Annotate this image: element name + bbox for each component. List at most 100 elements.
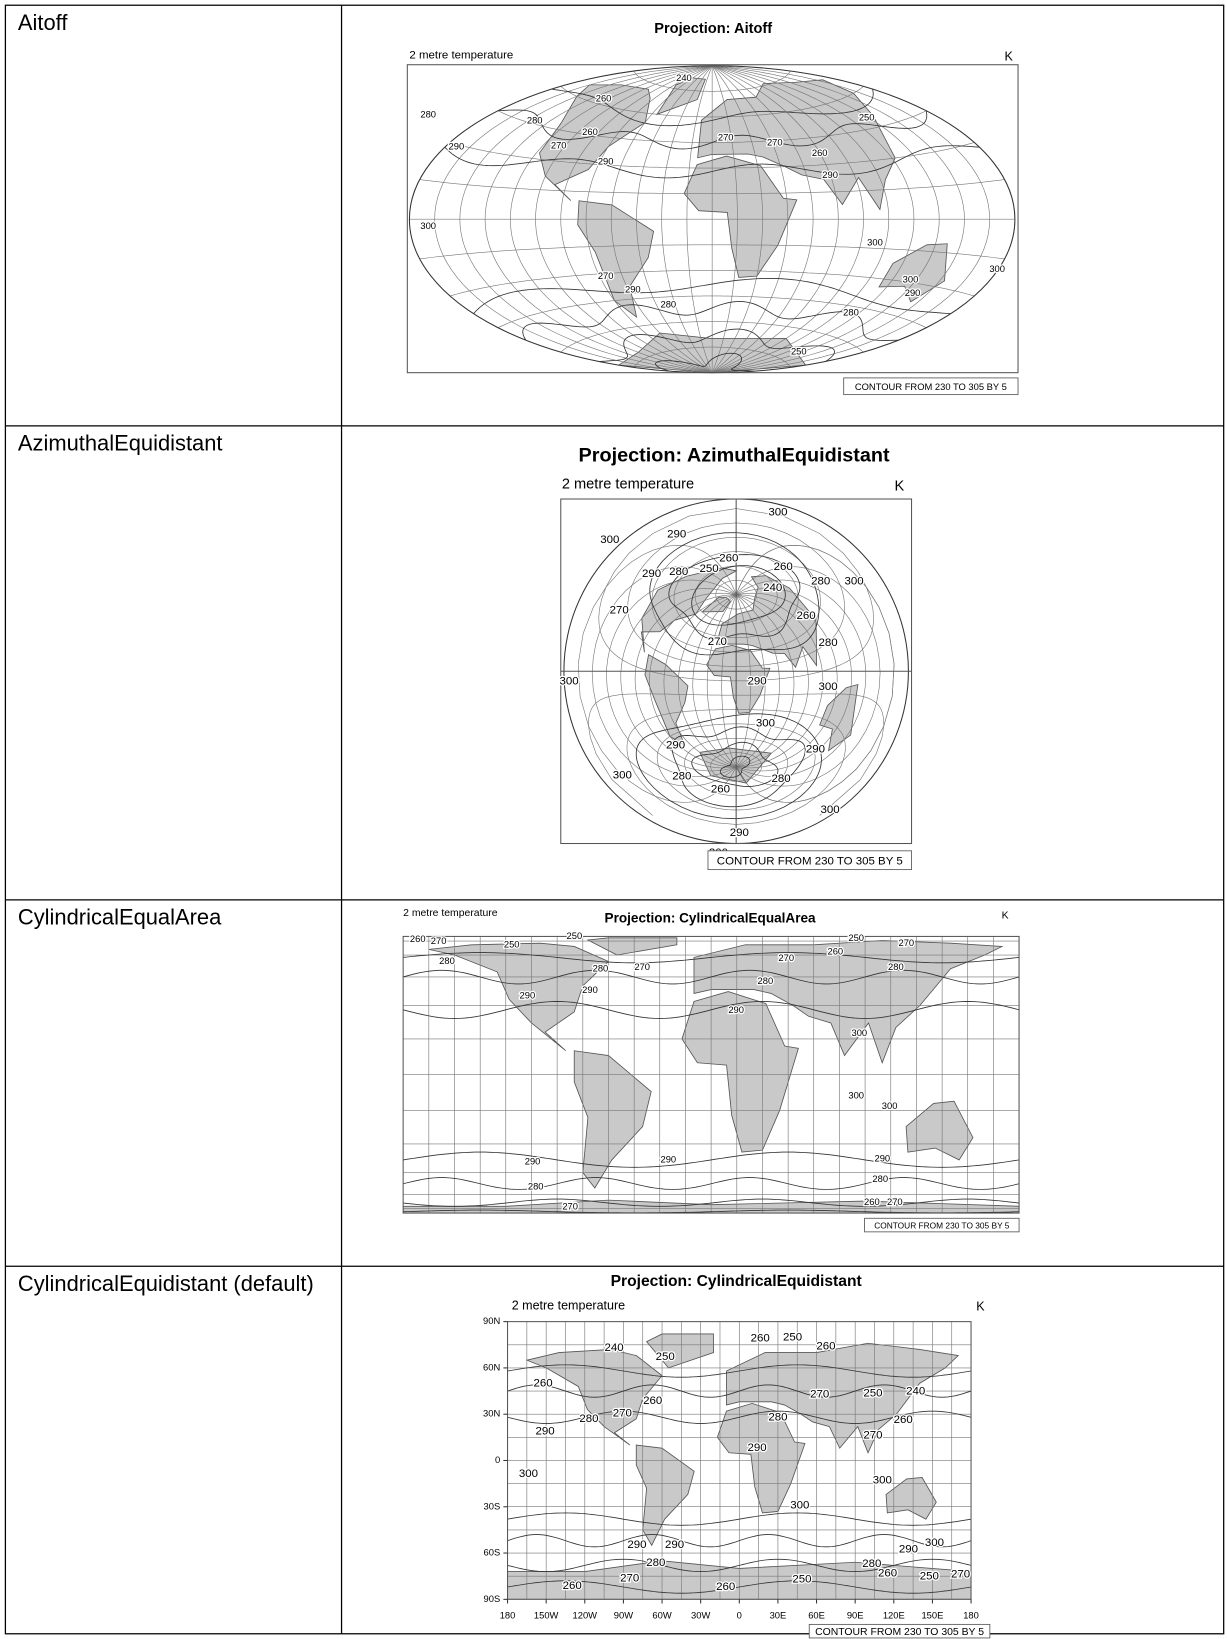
y-tick-label: 60S [484, 1547, 501, 1558]
contour-label: 290 [667, 529, 686, 541]
contour-label: 300 [925, 1537, 944, 1549]
contour-label: 300 [600, 534, 619, 546]
contour-line [691, 565, 786, 626]
parallel [715, 580, 757, 610]
map-frame [406, 64, 1019, 374]
contour-line [598, 328, 835, 362]
map-title: Projection: AzimuthalEquidistant [579, 444, 890, 466]
x-tick-label: 120E [883, 1610, 905, 1621]
contour-label: 280 [527, 115, 543, 126]
x-tick-label: 0 [737, 1610, 742, 1621]
contour-label: 270 [431, 935, 447, 946]
y-tick-label: 60N [483, 1361, 500, 1372]
contour-label: 250 [656, 1351, 675, 1363]
contour-label: 300 [560, 676, 579, 688]
contour-line [507, 1364, 972, 1378]
contour-line [473, 278, 951, 315]
contour-label: 290 [625, 284, 641, 295]
contour-label: 280 [888, 961, 904, 972]
land [693, 940, 1004, 1064]
map-subtitle: 2 metre temperature [403, 908, 498, 919]
parallel [633, 346, 791, 368]
contour-label: 280 [771, 773, 790, 785]
contour-label: 260 [563, 1580, 582, 1592]
contour-label: 280 [420, 108, 436, 119]
contour-label: 290 [536, 1425, 555, 1437]
contour-label: 300 [903, 273, 919, 284]
contour-label: 300 [882, 1100, 898, 1111]
land [726, 1342, 960, 1454]
contour-label: 250 [783, 1331, 802, 1343]
table-border [4, 4, 1225, 1635]
contour-line [403, 952, 1020, 964]
contour-label: 300 [613, 770, 632, 782]
contour-label: 290 [905, 287, 921, 298]
contour-line [507, 1558, 972, 1572]
x-tick-label: 60E [808, 1610, 825, 1621]
contour-label: 280 [579, 1413, 598, 1425]
contour-label: 300 [818, 681, 837, 693]
contour-label: 290 [747, 676, 766, 688]
land [701, 596, 731, 613]
contour-label: 260 [828, 946, 844, 957]
x-tick-label: 30E [770, 1610, 787, 1621]
contour-label: 300 [756, 717, 775, 729]
contour-label: 270 [951, 1568, 970, 1580]
contour-label: 260 [596, 93, 612, 104]
contour-label: 300 [768, 507, 787, 519]
contour-line [655, 352, 755, 372]
contour-line [403, 1151, 1020, 1168]
contour-info: CONTOUR FROM 230 TO 305 BY 5 [855, 381, 1007, 392]
contour-label: 280 [660, 298, 676, 309]
contour-label: 250 [791, 345, 807, 356]
x-tick-label: 90W [614, 1610, 633, 1621]
map-subtitle: 2 metre temperature [512, 1298, 625, 1312]
land [577, 200, 655, 319]
x-tick-label: 180 [500, 1610, 516, 1621]
contour-label: 290 [730, 827, 749, 839]
y-tick-label: 30S [484, 1500, 501, 1511]
contour-label: 250 [504, 938, 520, 949]
contour-line [649, 532, 820, 656]
contour-line [507, 1384, 972, 1398]
map-area [403, 936, 1020, 1214]
map-panel: 300 290 300 260 260 240 250 280 290 280 300 270 270 2… [558, 444, 913, 871]
contour-line [403, 1001, 1020, 1019]
contour-label: 290 [582, 984, 598, 995]
parallel [656, 723, 816, 811]
contour-label: 300 [519, 1468, 538, 1480]
contour-label: 260 [533, 1377, 552, 1389]
contour-label: 270 [562, 1200, 578, 1211]
parallel [710, 752, 762, 782]
contour-label: 290 [642, 568, 661, 580]
contour-info: CONTOUR FROM 230 TO 305 BY 5 [874, 1220, 1010, 1230]
contour-label: 270 [767, 137, 783, 148]
land [586, 937, 678, 956]
contour-label: 270 [551, 140, 567, 151]
contour-line [498, 109, 928, 150]
contour-label: 250 [920, 1570, 939, 1582]
contour-label: 270 [898, 937, 914, 948]
row-label: CylindricalEqualArea [18, 904, 222, 929]
contour-label: 270 [610, 605, 629, 617]
map-units: K [976, 1299, 985, 1313]
map-frame [402, 935, 1020, 1214]
contour-label: 260 [812, 147, 828, 158]
contour-label: 250 [567, 930, 583, 941]
contour-label: 240 [763, 582, 782, 594]
contour-line [403, 1177, 1020, 1190]
parallel [419, 244, 1005, 260]
land [885, 1477, 937, 1520]
contour-label: 260 [797, 610, 816, 622]
land [539, 84, 651, 201]
map-units: K [1004, 50, 1013, 64]
contour-label: 300 [790, 1499, 809, 1511]
parallel [633, 70, 791, 92]
contour-label: 280 [672, 771, 691, 783]
contour-line [403, 1198, 1020, 1207]
contour-label: 300 [873, 1474, 892, 1486]
contour-label: 250 [699, 563, 718, 575]
contour-label: 260 [816, 1341, 835, 1353]
contour-label: 260 [878, 1567, 897, 1579]
